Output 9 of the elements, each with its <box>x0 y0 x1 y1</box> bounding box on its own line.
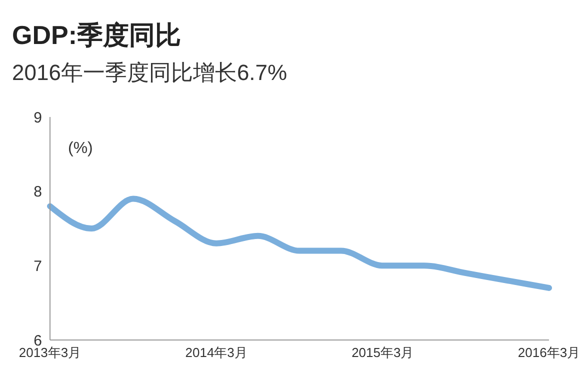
chart-title: GDP:季度同比 <box>12 19 181 52</box>
x-tick-label: 2014年3月 <box>185 345 248 360</box>
x-tick-label: 2016年3月 <box>518 345 580 360</box>
annotation: (%) <box>68 140 93 158</box>
y-tick-label: 7 <box>34 258 42 275</box>
chart-subtitle: 2016年一季度同比增长6.7% <box>12 59 288 87</box>
y-tick-label: 9 <box>34 109 42 126</box>
x-tick-label: 2015年3月 <box>352 345 414 360</box>
y-tick-label: 8 <box>34 184 42 201</box>
